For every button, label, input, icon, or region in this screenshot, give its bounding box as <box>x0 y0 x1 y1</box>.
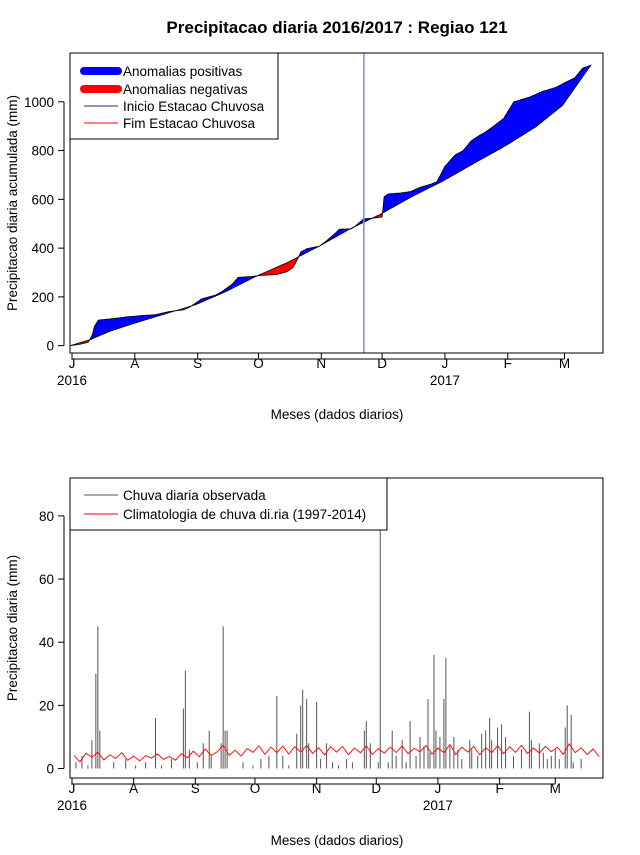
bottom-x-tick-label-7: F <box>495 781 503 796</box>
bottom-x-tick-label-8: M <box>550 781 561 796</box>
positive-anomaly-area-5 <box>297 228 351 259</box>
daily-bars <box>75 490 582 769</box>
negative-anomaly-area-2 <box>175 305 191 312</box>
top-x-tick-label-5: D <box>377 356 387 371</box>
anomaly-fills <box>69 64 592 347</box>
top-legend: Anomalias positivas Anomalias negativas … <box>69 52 279 140</box>
bottom-x-tick-label-4: N <box>312 781 322 796</box>
top-x-tick-label-4: N <box>316 356 326 371</box>
top-plot-frame <box>69 52 604 354</box>
positive-anomaly-area-3 <box>190 275 257 308</box>
bottom-legend: Chuva diaria observada Climatologia de c… <box>69 477 388 531</box>
legend-start-label: Inicio Estacao Chuvosa <box>123 99 265 114</box>
legend-end-label: Fim Estacao Chuvosa <box>123 116 256 131</box>
legend-climatology-label: Climatologia de chuva di.ria (1997-2014) <box>123 507 366 522</box>
top-x-tick-label-7: F <box>504 356 512 371</box>
negative-anomaly-area-4 <box>255 256 299 277</box>
bottom-y-tick-label-4: 80 <box>39 509 54 524</box>
positive-anomaly-area-1 <box>88 310 176 341</box>
chart-title: Precipitacao diaria 2016/2017 : Regiao 1… <box>166 18 507 37</box>
top-y-axis-label: Precipitacao diaria acumulada (mm) <box>5 95 20 311</box>
top-x-tick-label-2: S <box>193 356 202 371</box>
bottom-legend-box <box>69 477 388 531</box>
legend-negative-label: Anomalias negativas <box>123 82 248 97</box>
top-x-tick-label-0: J <box>69 356 76 371</box>
negative-anomaly-area-0 <box>69 339 90 347</box>
positive-anomaly-area-9 <box>381 64 592 217</box>
bottom-x-tick-label-2: S <box>191 781 200 796</box>
bottom-year-label-1: 2017 <box>423 798 453 813</box>
bottom-x-tick-label-5: D <box>371 781 381 796</box>
top-x-tick-label-6: J <box>442 356 449 371</box>
top-x-axis-label: Meses (dados diarios) <box>271 407 404 422</box>
bottom-x-tick-label-3: O <box>250 781 261 796</box>
positive-anomaly-area-7 <box>353 217 373 229</box>
top-y-tick-label-3: 600 <box>31 192 54 207</box>
top-year-label-0: 2016 <box>57 373 87 388</box>
top-x-tick-label-3: O <box>253 356 264 371</box>
bottom-x-tick-label-1: A <box>129 781 138 796</box>
bottom-axes: J A S O N D J F M 2016 2017 0 20 40 60 80 <box>39 509 561 813</box>
top-y-tick-label-4: 800 <box>31 144 54 159</box>
bottom-y-tick-label-2: 40 <box>39 635 54 650</box>
bottom-y-tick-label-1: 20 <box>39 698 54 713</box>
top-y-tick-label-2: 400 <box>31 241 54 256</box>
bottom-x-axis-label: Meses (dados diarios) <box>271 833 404 848</box>
top-y-tick-label-5: 1000 <box>24 95 54 110</box>
negative-anomaly-area-8 <box>371 212 383 220</box>
negative-anomaly-area-6 <box>349 226 355 230</box>
bottom-y-tick-label-3: 60 <box>39 572 54 587</box>
accumulated-panel: J A S O N D J F M 2016 2017 0 200 400 600 800 1000 Meses… <box>5 52 604 422</box>
bottom-x-tick-label-6: J <box>435 781 442 796</box>
climatology-series-line <box>73 743 600 763</box>
legend-observed-label: Chuva diaria observada <box>123 488 266 503</box>
daily-panel: J A S O N D J F M 2016 2017 0 20 40 60 80 Meses (dados … <box>5 477 604 848</box>
bottom-x-tick-label-0: J <box>69 781 76 796</box>
top-axes: J A S O N D J F M 2016 2017 0 200 400 600 800 1000 <box>24 95 570 388</box>
climatology-line <box>73 743 600 763</box>
bottom-y-tick-label-0: 0 <box>46 762 54 777</box>
top-y-tick-label-1: 200 <box>31 290 54 305</box>
bottom-y-axis-label: Precipitacao diaria (mm) <box>5 555 20 701</box>
legend-positive-label: Anomalias positivas <box>123 64 243 79</box>
top-x-tick-label-8: M <box>559 356 570 371</box>
top-y-tick-label-0: 0 <box>46 339 54 354</box>
bottom-year-label-0: 2016 <box>57 798 87 813</box>
top-x-tick-label-1: A <box>130 356 139 371</box>
top-year-label-1: 2017 <box>430 373 460 388</box>
